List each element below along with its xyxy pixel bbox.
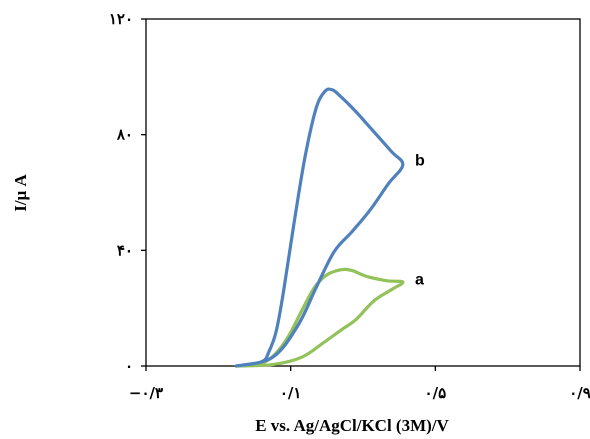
- series-line-b: [234, 87, 405, 368]
- y-tick-label: ۰: [125, 357, 133, 375]
- curve-labels: ab: [415, 153, 425, 289]
- plot-area-frame: [145, 18, 581, 367]
- x-axis-ticks: −۰/۳ ۰/۱ ۰/۵ ۰/۹: [129, 366, 590, 402]
- y-axis-ticks: ۰ ۴۰ ۸۰ ۱۲۰: [109, 10, 146, 375]
- y-tick-label: ۱۲۰: [109, 10, 133, 28]
- x-tick-label: ۰/۹: [569, 384, 590, 402]
- x-tick-label: −۰/۳: [129, 384, 163, 402]
- series-layer: [234, 87, 405, 368]
- series-line-a: [234, 267, 405, 368]
- y-tick-label: ۸۰: [116, 126, 133, 144]
- x-axis-title: E vs. Ag/AgCl/KCl (3M)/V: [255, 416, 449, 435]
- curve-label-a: a: [415, 271, 424, 288]
- x-tick-label: ۰/۱: [280, 384, 302, 402]
- x-tick-label: ۰/۵: [425, 384, 447, 402]
- y-tick-label: ۴۰: [117, 241, 133, 259]
- curve-label-b: b: [415, 153, 425, 170]
- y-axis-title: I/μ A: [11, 174, 30, 212]
